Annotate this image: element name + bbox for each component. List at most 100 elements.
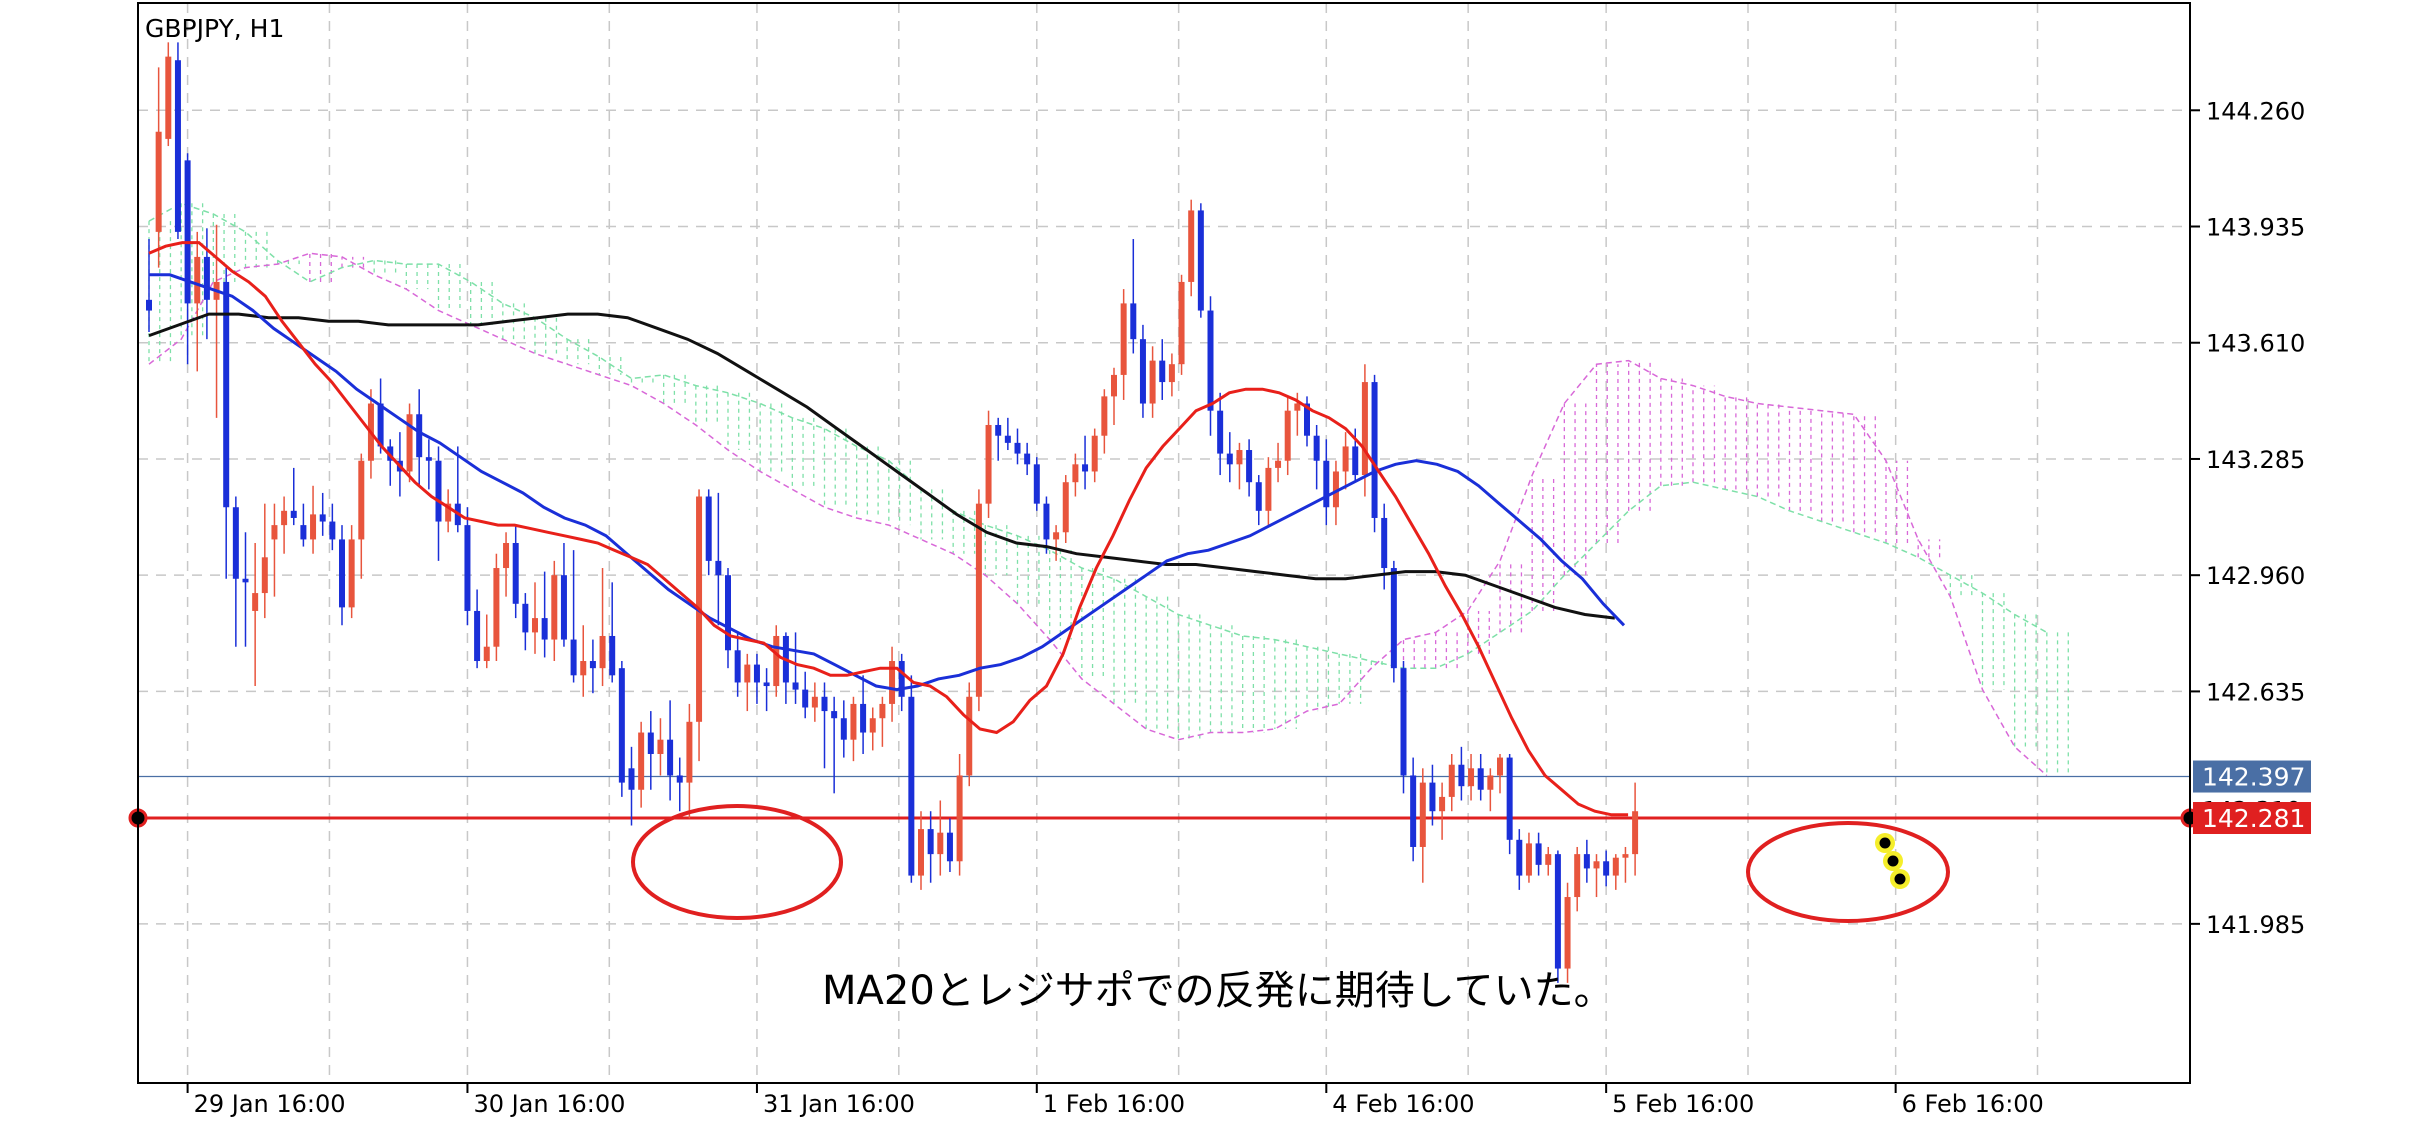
candle-body-62 [744, 664, 751, 683]
plot-frame [137, 2, 2191, 1084]
candle-body-126 [1361, 382, 1368, 476]
candle-body-13 [271, 525, 278, 540]
signal-dot-0 [1879, 837, 1891, 849]
candle-body-142 [1516, 839, 1523, 876]
candle-body-33 [464, 525, 471, 611]
candle-body-86 [975, 503, 982, 697]
candle-body-54 [667, 739, 674, 776]
x-tick-label-6: 6 Feb 16:00 [1902, 1090, 2044, 1118]
candle-body-42 [551, 575, 558, 640]
candle-body-114 [1246, 450, 1253, 483]
candle-body-151 [1603, 861, 1610, 876]
candle-body-113 [1236, 450, 1243, 465]
candle-body-118 [1284, 410, 1291, 461]
candle-body-69 [811, 696, 818, 708]
candle-body-43 [560, 575, 567, 640]
candle-body-148 [1574, 854, 1581, 898]
candle-body-46 [589, 661, 596, 669]
candle-body-17 [310, 514, 317, 540]
highlights [631, 804, 1950, 923]
candle-body-77 [889, 661, 896, 704]
candle-body-122 [1323, 460, 1330, 508]
candle-body-12 [261, 557, 268, 594]
candle-body-117 [1275, 460, 1282, 468]
y-tick-label-1: 143.935 [2206, 214, 2305, 242]
candle-body-70 [821, 696, 828, 712]
candle-body-135 [1448, 764, 1455, 797]
candle-body-129 [1390, 568, 1397, 669]
candle-body-105 [1159, 360, 1166, 383]
candle-body-19 [329, 521, 336, 540]
candle-body-141 [1506, 757, 1513, 840]
candle-body-99 [1101, 396, 1108, 436]
candle-body-73 [850, 703, 857, 740]
y-tick-label-6: 141.985 [2206, 911, 2305, 939]
candle-body-116 [1265, 467, 1272, 511]
candle-body-38 [512, 543, 519, 604]
candle-body-115 [1255, 482, 1262, 511]
candle-body-8 [223, 281, 230, 508]
x-tick-label-5: 5 Feb 16:00 [1612, 1090, 1754, 1118]
candle-body-136 [1458, 764, 1465, 787]
candle-body-137 [1468, 768, 1475, 787]
candle-body-2 [165, 56, 172, 139]
candle-body-71 [831, 711, 838, 719]
candle-body-3 [174, 60, 181, 232]
candle-body-109 [1197, 210, 1204, 311]
candle-body-14 [281, 510, 288, 526]
candle-body-81 [927, 829, 934, 855]
candle-body-102 [1130, 303, 1137, 340]
candle-body-112 [1226, 453, 1233, 465]
candle-body-74 [860, 703, 867, 733]
candle-body-121 [1313, 435, 1320, 461]
candle-body-133 [1429, 782, 1436, 812]
candle-body-107 [1178, 281, 1185, 365]
candle-body-22 [358, 460, 365, 540]
candle-body-149 [1583, 854, 1590, 869]
chart-title: GBPJPY, H1 [145, 14, 284, 43]
candle-body-78 [898, 661, 905, 697]
ma20-line [148, 241, 1629, 817]
candle-body-139 [1487, 775, 1494, 790]
y-tick-label-5: 142.635 [2206, 678, 2305, 706]
candle-body-100 [1111, 374, 1117, 397]
candle-body-50 [628, 768, 635, 790]
candle-body-48 [609, 635, 616, 676]
candle-body-68 [802, 689, 809, 708]
candle-body-106 [1168, 364, 1175, 383]
x-tick-label-1: 30 Jan 16:00 [473, 1090, 625, 1118]
candle-body-9 [232, 507, 239, 579]
candle-body-55 [676, 775, 683, 783]
candles [146, 42, 1639, 983]
ma-black-line [148, 312, 1615, 620]
candle-body-110 [1207, 310, 1214, 411]
candle-body-80 [918, 829, 924, 876]
candle-body-60 [725, 575, 731, 651]
candle-body-72 [840, 718, 847, 740]
candle-body-39 [522, 603, 529, 633]
candle-body-130 [1400, 668, 1407, 776]
candle-body-145 [1545, 854, 1552, 865]
candle-body-41 [541, 618, 548, 640]
candle-body-58 [705, 496, 712, 561]
candle-body-138 [1477, 768, 1484, 790]
candle-body-28 [416, 414, 423, 458]
candle-body-124 [1342, 446, 1349, 472]
candle-body-83 [946, 832, 953, 862]
candle-body-84 [956, 775, 963, 862]
price-badge-1 [2193, 802, 2311, 835]
candle-body-15 [290, 510, 297, 518]
axes: 142.310144.260143.935143.610143.285142.9… [186, 97, 2311, 1118]
candle-body-63 [753, 664, 760, 683]
candle-body-59 [715, 560, 722, 576]
candle-body-94 [1053, 532, 1060, 540]
cloud-span-a [148, 202, 2048, 669]
candle-body-131 [1410, 775, 1417, 847]
candle-body-123 [1332, 471, 1339, 508]
candle-body-1 [155, 131, 162, 232]
candle-body-85 [966, 696, 973, 776]
y-tick-label-4: 142.960 [2206, 562, 2305, 590]
grid-lines [138, 3, 2190, 1083]
